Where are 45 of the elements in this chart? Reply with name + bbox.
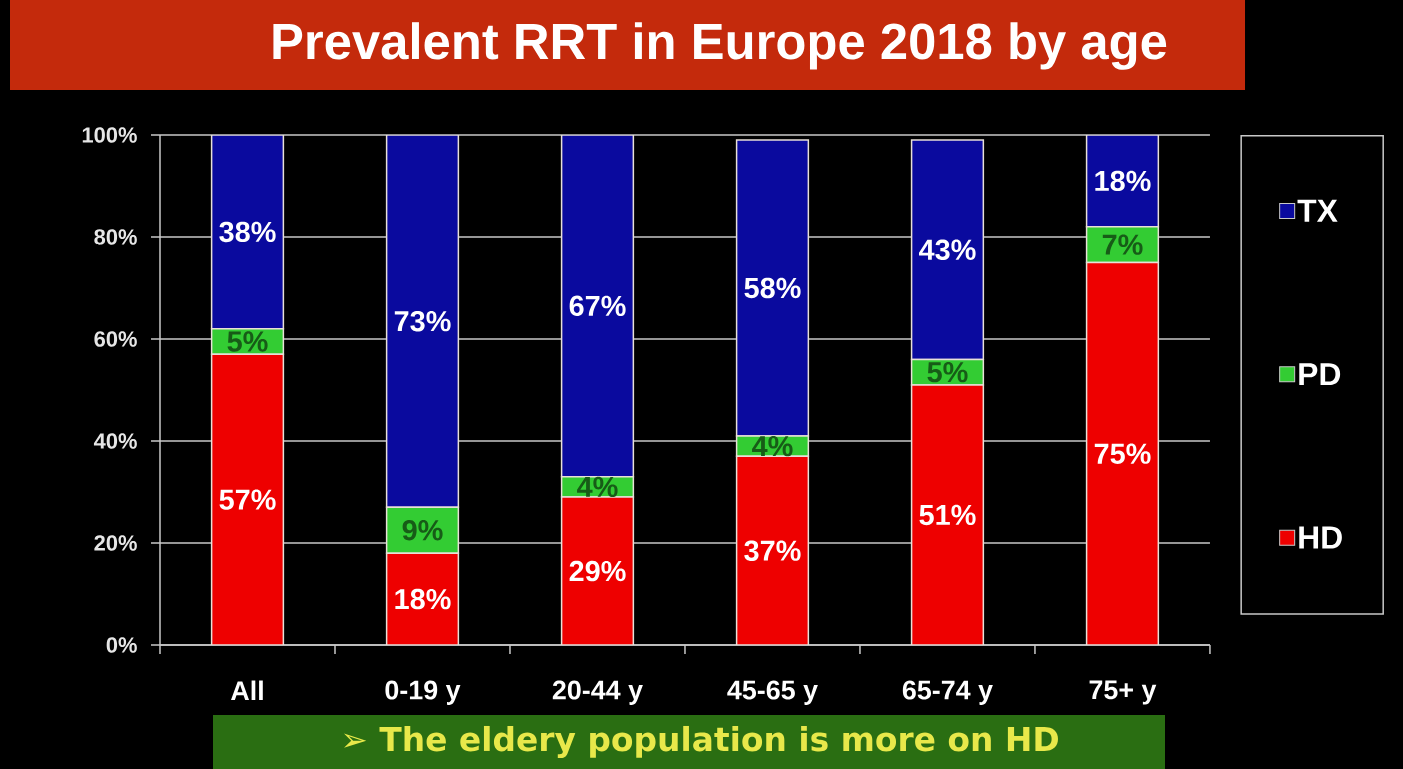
x-tick-label: 0-19 y: [385, 680, 461, 705]
data-label: 4%: [752, 435, 793, 457]
data-label: 58%: [744, 277, 801, 299]
legend-label: PD: [1299, 363, 1341, 386]
x-tick-label: 75+ y: [1089, 680, 1157, 705]
data-label: 29%: [569, 560, 626, 582]
y-tick-label: 80%: [94, 229, 137, 245]
text: ➢ The eldery population is more on HD: [344, 725, 1058, 759]
y-tick-label: 40%: [93, 433, 137, 449]
data-label: 38%: [219, 221, 276, 243]
y-tick-label: 60%: [94, 331, 137, 347]
data-label: 9%: [402, 520, 443, 541]
y-tick-label: 100%: [82, 127, 137, 143]
data-label: 37%: [744, 540, 801, 561]
data-label: 67%: [569, 295, 626, 317]
data-label: 18%: [1095, 170, 1151, 192]
x-tick-label: 45-65 y: [727, 680, 818, 705]
bar: [210, 353, 285, 645]
data-label: 51%: [919, 504, 976, 526]
chart-title: Prevalent RRT in Europe 2018 by age: [273, 22, 1167, 70]
data-label: 7%: [1102, 234, 1143, 255]
bar: [1085, 261, 1160, 645]
bar: [210, 134, 285, 330]
bar: [385, 134, 460, 509]
data-label: 5%: [227, 331, 268, 352]
x-tick-label: 20-44 y: [552, 680, 643, 705]
data-label: 5%: [927, 361, 968, 383]
data-label: 73%: [394, 310, 451, 332]
legend-label: HD: [1299, 526, 1342, 549]
data-label: 18%: [395, 588, 451, 610]
bar: [560, 134, 635, 478]
data-label: 57%: [219, 489, 276, 510]
x-tick-label: All: [230, 680, 263, 701]
bar: [735, 139, 810, 437]
bar: [910, 384, 985, 645]
data-label: 43%: [918, 239, 976, 260]
bar: [910, 139, 985, 361]
y-tick-label: 20%: [94, 535, 137, 551]
y-tick-label: 0%: [106, 637, 137, 653]
bar: [560, 496, 635, 645]
bar: [735, 455, 810, 645]
x-tick-label: 65-74 y: [902, 680, 993, 705]
data-label: 75%: [1094, 443, 1151, 464]
legend-label: TX: [1297, 199, 1338, 222]
data-label: 4%: [577, 476, 618, 498]
